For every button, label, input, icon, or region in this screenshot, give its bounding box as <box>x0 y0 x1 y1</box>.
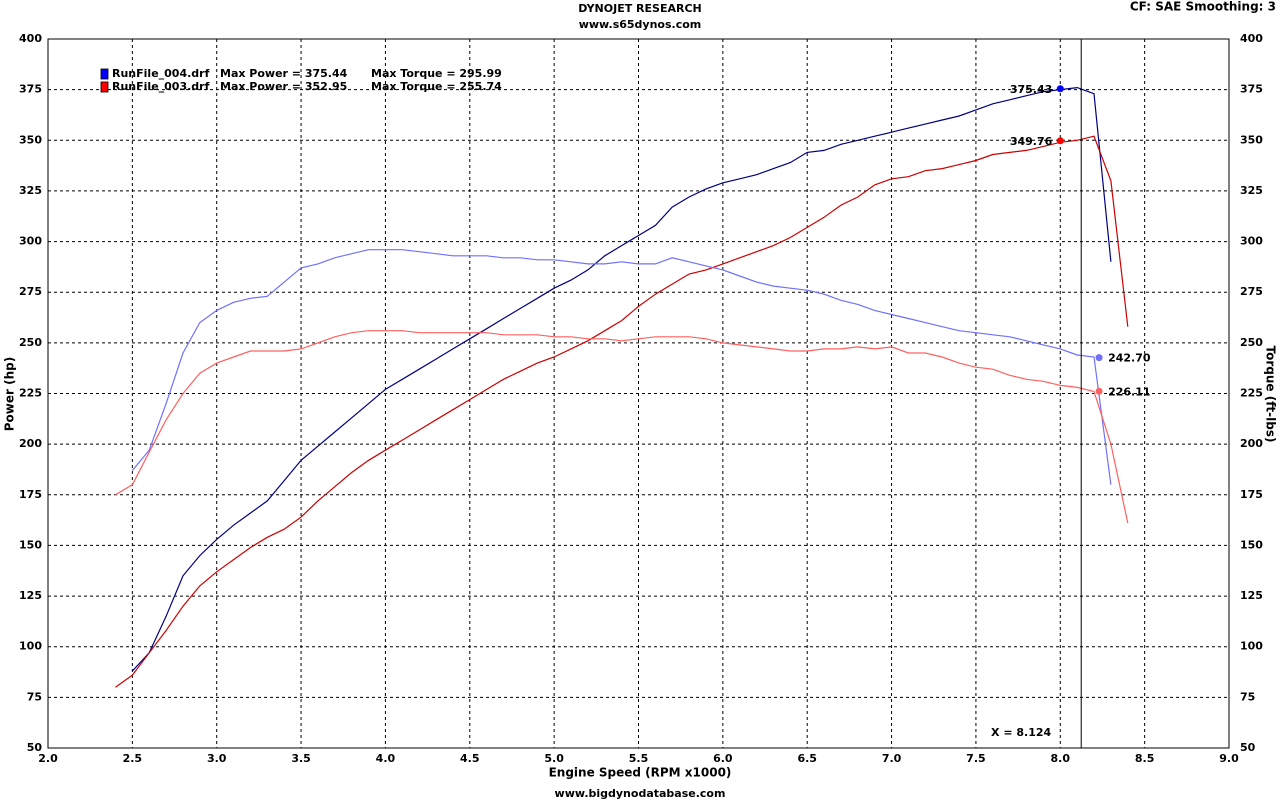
marker-label: 375.43 <box>1010 83 1052 96</box>
footer: www.bigdynodatabase.com <box>555 787 726 800</box>
y-tick-label: 125 <box>19 589 42 602</box>
x-tick-label: 4.0 <box>376 752 396 765</box>
data-line <box>115 330 1129 524</box>
y2-tick-label: 175 <box>1240 488 1263 501</box>
marker-label: 242.70 <box>1108 352 1151 365</box>
y2-tick-label: 300 <box>1240 235 1263 248</box>
y-tick-label: 175 <box>19 488 42 501</box>
y2-tick-label: 200 <box>1240 437 1263 450</box>
y-tick-label: 150 <box>19 538 42 551</box>
y2-tick-label: 375 <box>1240 83 1263 96</box>
y2-tick-label: 100 <box>1240 640 1263 653</box>
y2-tick-label: 250 <box>1240 336 1263 349</box>
y-tick-label: 225 <box>19 387 42 400</box>
x-tick-label: 2.5 <box>123 752 143 765</box>
y-tick-label: 300 <box>19 235 42 248</box>
y-tick-label: 200 <box>19 437 42 450</box>
x-tick-label: 7.0 <box>882 752 902 765</box>
y2-tick-label: 150 <box>1240 538 1263 551</box>
legend-name: RunFile_004.drf <box>112 67 210 80</box>
y-tick-label: 75 <box>27 690 42 703</box>
y2-tick-label: 325 <box>1240 184 1263 197</box>
y2-tick-label: 50 <box>1240 741 1256 754</box>
x-tick-label: 3.0 <box>207 752 227 765</box>
legend-name: RunFile_003.drf <box>112 80 210 93</box>
marker <box>1056 85 1064 93</box>
y2-tick-label: 275 <box>1240 285 1263 298</box>
marker <box>1095 387 1103 395</box>
x-tick-label: 7.5 <box>966 752 986 765</box>
marker-label: 226.11 <box>1108 385 1150 398</box>
legend-max-torque: Max Torque = 255.74 <box>371 80 502 93</box>
legend-swatch <box>100 81 109 93</box>
marker <box>1056 137 1064 145</box>
y-axis-label: Power (hp) <box>3 357 17 431</box>
y2-axis-label: Torque (ft-lbs) <box>1264 346 1278 443</box>
settings-text: CF: SAE Smoothing: 3 <box>1130 0 1276 14</box>
chart-title: DYNOJET RESEARCH <box>578 2 701 15</box>
y2-tick-label: 75 <box>1240 690 1255 703</box>
y2-tick-label: 225 <box>1240 387 1263 400</box>
x-tick-label: 3.5 <box>291 752 311 765</box>
data-line <box>131 86 1112 672</box>
legend-max-power: Max Power = 375.44 <box>220 67 348 80</box>
y-tick-label: 275 <box>19 285 42 298</box>
x-axis-label: Engine Speed (RPM x1000) <box>549 766 732 780</box>
y2-tick-label: 350 <box>1240 133 1263 146</box>
x-tick-label: 6.0 <box>713 752 733 765</box>
y-tick-label: 250 <box>19 336 42 349</box>
data-line <box>115 135 1129 688</box>
legend-max-power: Max Power = 352.95 <box>220 80 347 93</box>
x-tick-label: 9.0 <box>1219 752 1239 765</box>
chart-subtitle: www.s65dynos.com <box>579 18 702 31</box>
legend-swatch <box>100 68 109 80</box>
x-tick-label: 8.5 <box>1135 752 1155 765</box>
legend-max-torque: Max Torque = 295.99 <box>371 67 502 80</box>
x-tick-label: 2.0 <box>38 752 58 765</box>
marker-label: 349.76 <box>1010 135 1053 148</box>
y-tick-label: 400 <box>19 32 42 45</box>
y2-tick-label: 125 <box>1240 589 1263 602</box>
x-tick-label: 8.0 <box>1051 752 1071 765</box>
y-tick-label: 325 <box>19 184 42 197</box>
x-tick-label: 5.0 <box>544 752 564 765</box>
x-tick-label: 6.5 <box>797 752 817 765</box>
cursor-label: X = 8.124 <box>991 726 1051 739</box>
marker <box>1095 354 1103 362</box>
data-line <box>131 249 1112 485</box>
y-tick-label: 50 <box>27 741 43 754</box>
y2-tick-label: 400 <box>1240 32 1263 45</box>
y-tick-label: 375 <box>19 83 42 96</box>
y-tick-label: 350 <box>19 133 42 146</box>
x-tick-label: 5.5 <box>629 752 649 765</box>
x-tick-label: 4.5 <box>460 752 480 765</box>
y-tick-label: 100 <box>19 640 42 653</box>
